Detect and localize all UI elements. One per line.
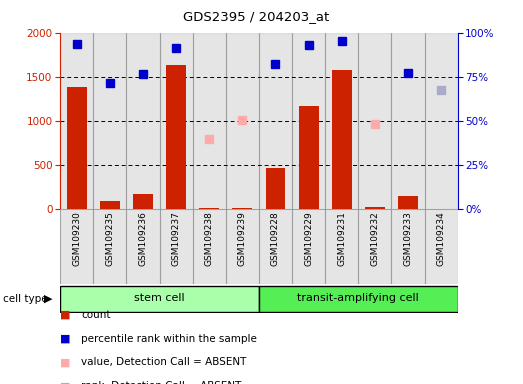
Bar: [259, 33, 292, 209]
Bar: [391, 33, 425, 209]
Bar: [226, 33, 259, 209]
Text: GDS2395 / 204203_at: GDS2395 / 204203_at: [183, 10, 329, 23]
Text: GSM109229: GSM109229: [304, 212, 313, 266]
Bar: [332, 70, 351, 209]
Bar: [425, 33, 458, 209]
Text: ■: ■: [60, 381, 71, 384]
Bar: [358, 33, 391, 209]
Bar: [425, 209, 458, 284]
Text: ■: ■: [60, 358, 71, 367]
Text: ■: ■: [60, 310, 71, 320]
Text: GSM109237: GSM109237: [172, 212, 180, 266]
Text: GSM109230: GSM109230: [72, 212, 81, 266]
Bar: [133, 194, 153, 209]
Bar: [192, 209, 226, 284]
Bar: [60, 286, 259, 311]
Bar: [292, 209, 325, 284]
Bar: [93, 209, 127, 284]
Text: GSM109233: GSM109233: [403, 212, 413, 266]
Bar: [325, 33, 358, 209]
Bar: [199, 207, 219, 209]
Bar: [166, 65, 186, 209]
Text: ▶: ▶: [44, 293, 53, 304]
Text: GSM109239: GSM109239: [238, 212, 247, 266]
Text: transit-amplifying cell: transit-amplifying cell: [298, 293, 419, 303]
Text: value, Detection Call = ABSENT: value, Detection Call = ABSENT: [81, 358, 246, 367]
Bar: [100, 201, 120, 209]
Text: rank, Detection Call = ABSENT: rank, Detection Call = ABSENT: [81, 381, 242, 384]
Bar: [266, 168, 286, 209]
Bar: [232, 207, 252, 209]
Bar: [192, 33, 226, 209]
Bar: [398, 195, 418, 209]
Text: GSM109235: GSM109235: [105, 212, 115, 266]
Bar: [160, 33, 192, 209]
Text: GSM109228: GSM109228: [271, 212, 280, 266]
Bar: [60, 209, 93, 284]
Bar: [292, 33, 325, 209]
Text: GSM109236: GSM109236: [139, 212, 147, 266]
Text: count: count: [81, 310, 110, 320]
Bar: [325, 209, 358, 284]
Bar: [259, 209, 292, 284]
Bar: [226, 209, 259, 284]
Bar: [259, 286, 458, 311]
Text: cell type: cell type: [3, 293, 47, 304]
Text: GSM109234: GSM109234: [437, 212, 446, 266]
Bar: [299, 106, 319, 209]
Text: percentile rank within the sample: percentile rank within the sample: [81, 334, 257, 344]
Text: stem cell: stem cell: [134, 293, 185, 303]
Bar: [60, 33, 93, 209]
Bar: [358, 209, 391, 284]
Text: GSM109231: GSM109231: [337, 212, 346, 266]
Bar: [93, 33, 127, 209]
Bar: [127, 33, 160, 209]
Bar: [391, 209, 425, 284]
Bar: [160, 209, 192, 284]
Bar: [127, 209, 160, 284]
Text: ■: ■: [60, 334, 71, 344]
Bar: [67, 88, 87, 209]
Text: GSM109232: GSM109232: [370, 212, 379, 266]
Text: GSM109238: GSM109238: [204, 212, 214, 266]
Bar: [365, 207, 385, 209]
